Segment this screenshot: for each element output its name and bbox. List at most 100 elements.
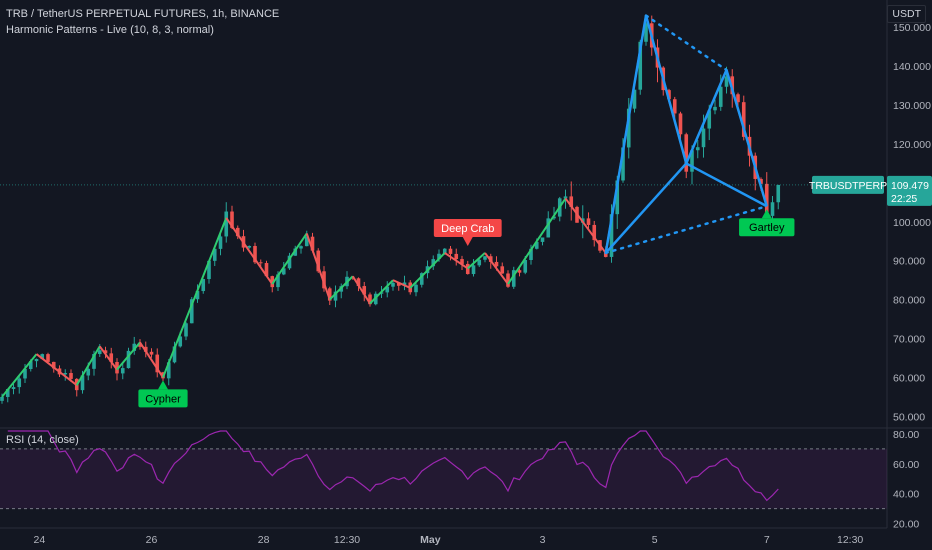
pattern-label: Gartley xyxy=(739,209,795,237)
candle-body xyxy=(638,41,643,90)
zigzag-segment xyxy=(98,345,118,371)
pattern-label: Cypher xyxy=(138,380,188,408)
candle-body xyxy=(230,211,234,228)
candle-body xyxy=(684,134,689,172)
candle-body xyxy=(310,236,315,251)
candle-body xyxy=(632,89,637,109)
candle-body xyxy=(166,362,171,379)
x-tick-label: 26 xyxy=(146,534,158,546)
candle-body xyxy=(770,202,775,216)
price-badge-box xyxy=(887,175,932,206)
candle-body xyxy=(644,23,648,42)
candle-body xyxy=(690,150,694,172)
candle-body xyxy=(143,346,148,352)
price-badge-value: 109.479 xyxy=(891,180,929,192)
candle-body xyxy=(707,110,712,129)
candle-body xyxy=(724,76,729,87)
candle-body xyxy=(540,237,545,242)
candle-body xyxy=(529,248,533,260)
candle-body xyxy=(672,99,677,114)
x-tick-label: 28 xyxy=(258,534,270,546)
candle-body xyxy=(500,266,505,274)
zigzag-segment xyxy=(305,233,331,300)
candle-body xyxy=(103,350,108,354)
rsi-line xyxy=(7,430,779,502)
candle-body xyxy=(419,273,424,285)
candle-body xyxy=(442,248,447,254)
candle-body xyxy=(621,147,625,181)
zigzag-segment xyxy=(139,341,164,378)
candle-body xyxy=(258,262,263,264)
x-tick-label: 3 xyxy=(540,534,546,546)
x-tick-label: May xyxy=(420,534,441,546)
candle-body xyxy=(385,286,390,293)
pattern-leg xyxy=(604,162,688,254)
candle-body xyxy=(69,373,73,379)
candle-body xyxy=(235,227,240,237)
candle-body xyxy=(776,184,781,203)
candle-body xyxy=(178,336,183,347)
pattern-label: Deep Crab xyxy=(433,219,502,247)
zigzag-segment xyxy=(75,345,101,386)
zigzag-segment xyxy=(329,275,354,301)
rsi-tick-label: 40.00 xyxy=(893,489,919,501)
candle-body xyxy=(592,224,597,241)
y-tick-label: 150.000 xyxy=(893,22,931,34)
pattern-label-text: Cypher xyxy=(145,393,181,405)
pattern-label-pointer xyxy=(761,209,772,219)
candle-body xyxy=(454,253,459,260)
candle-body xyxy=(23,369,27,379)
candle-body xyxy=(437,253,441,260)
x-tick-label: 12:30 xyxy=(334,534,360,546)
pattern-label-text: Gartley xyxy=(749,222,785,234)
zigzag-segment xyxy=(409,252,446,289)
candle-body xyxy=(534,241,539,249)
candle-body xyxy=(126,350,131,369)
rsi-tick-label: 20.00 xyxy=(893,519,919,531)
zigzag-segment xyxy=(225,217,274,285)
zigzag-segment xyxy=(351,275,371,305)
candle-body xyxy=(80,375,85,391)
candle-body xyxy=(270,276,275,288)
candle-body xyxy=(276,274,280,288)
zigzag-segment xyxy=(392,279,411,289)
y-tick-label: 90.000 xyxy=(893,256,925,268)
candle-body xyxy=(736,94,740,103)
candle-body xyxy=(299,246,303,249)
candle-body xyxy=(224,211,229,237)
pattern-leg xyxy=(644,15,688,164)
candle-body xyxy=(517,270,522,273)
candle-body xyxy=(46,354,50,362)
candle-body xyxy=(764,183,769,216)
candle-body xyxy=(40,354,45,359)
x-tick-label: 24 xyxy=(34,534,46,546)
symbol-badge-box xyxy=(812,175,884,194)
zigzag-segment xyxy=(507,197,567,285)
pattern-dotted-leg xyxy=(644,14,728,72)
candle-body xyxy=(172,346,177,363)
zigzag-segment xyxy=(564,197,607,254)
currency-selector[interactable]: USDT xyxy=(887,5,926,23)
zigzag-segment xyxy=(369,279,394,305)
candle-body xyxy=(356,278,361,287)
candle-body xyxy=(396,282,401,286)
candle-body xyxy=(362,286,367,295)
candle-body xyxy=(138,343,142,347)
rsi-band-fill xyxy=(0,448,887,509)
candle-body xyxy=(120,368,125,374)
candle-body xyxy=(523,259,528,273)
zigzag-segment xyxy=(1,353,38,398)
candle-body xyxy=(184,323,188,337)
zigzag-segment xyxy=(467,252,486,270)
zigzag-segment xyxy=(271,232,308,285)
candle-body xyxy=(511,270,516,287)
zigzag-segment xyxy=(116,341,141,371)
candle-body xyxy=(701,128,706,148)
rsi-tick-label: 80.00 xyxy=(893,429,919,441)
chart-title: TRB / TetherUS PERPETUAL FUTURES, 1h, BI… xyxy=(6,8,280,20)
y-tick-label: 70.000 xyxy=(893,334,925,346)
candle-body xyxy=(115,362,119,374)
candle-body xyxy=(448,248,453,254)
